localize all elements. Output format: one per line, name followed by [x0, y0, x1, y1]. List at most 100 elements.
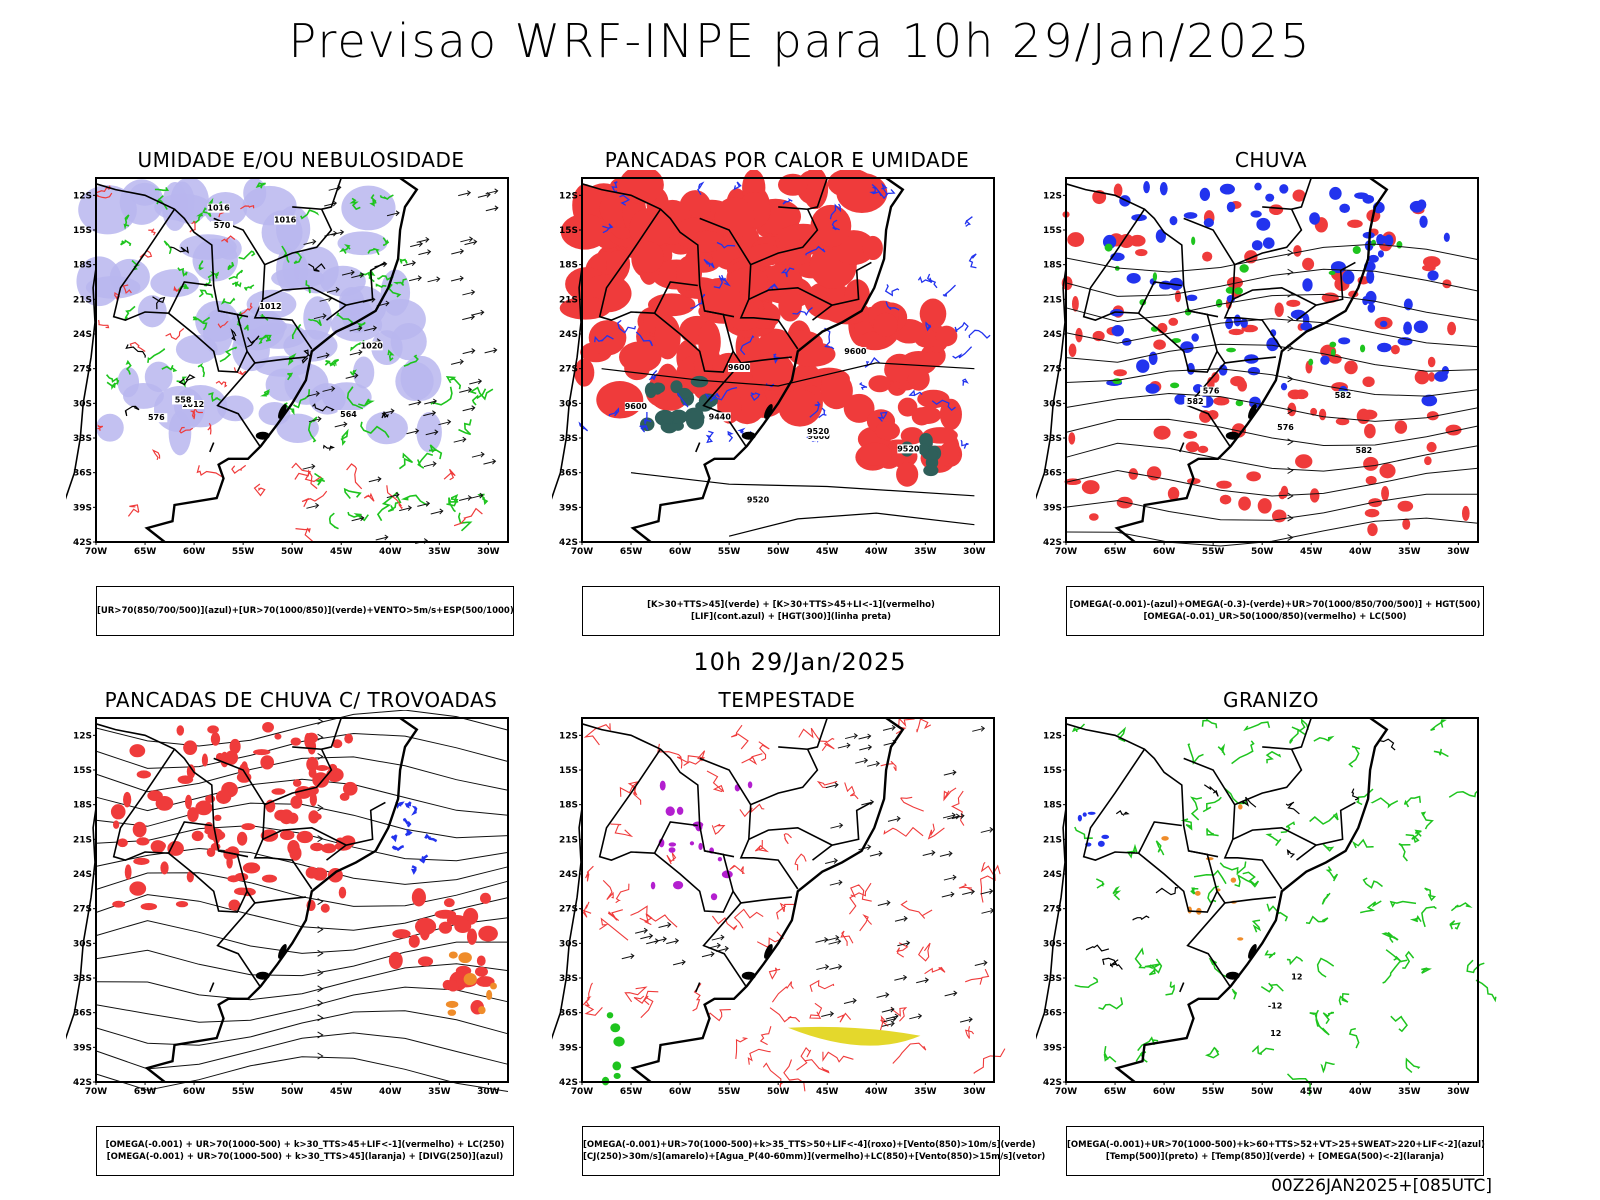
contour-line — [165, 327, 185, 341]
contour-line — [747, 1048, 771, 1065]
wind-vector — [313, 315, 327, 320]
field-blob — [1152, 272, 1158, 282]
field-blob — [1256, 217, 1271, 231]
field-blob — [907, 367, 930, 391]
field-blob — [309, 792, 317, 807]
wind-vector-head — [447, 419, 452, 426]
contour-line — [305, 280, 311, 294]
lagoa-mirim — [255, 971, 270, 980]
contour-line — [1356, 788, 1374, 806]
contour-line — [179, 426, 194, 434]
wind-vector — [881, 1022, 895, 1027]
political-border — [1188, 310, 1219, 318]
wind-vector — [821, 1013, 834, 1018]
field-blob — [1111, 324, 1124, 337]
contour-line — [468, 386, 494, 401]
field-blob — [698, 842, 703, 851]
wind-vector-head — [906, 940, 911, 947]
contour-line — [301, 490, 328, 508]
political-border — [654, 852, 734, 913]
contour-line — [1231, 988, 1238, 1000]
contour-line — [1280, 821, 1296, 834]
contour-line — [404, 801, 412, 809]
contour-line — [1148, 958, 1163, 976]
field-blob — [1068, 432, 1076, 445]
contour-line — [602, 223, 614, 234]
lon-label: 30W — [477, 1087, 500, 1097]
map-frame — [1065, 177, 1479, 543]
lat-label: 12S — [559, 191, 578, 201]
wind-vector-head — [312, 239, 317, 245]
contour-label: 12 — [1291, 973, 1302, 982]
contour-line — [1322, 843, 1335, 852]
field-blob — [1443, 232, 1450, 242]
contour-line — [1322, 1011, 1335, 1025]
field-blob — [721, 870, 733, 879]
field-blob — [1135, 249, 1148, 257]
contour-line — [192, 212, 203, 224]
contour-line — [1390, 1015, 1408, 1033]
field-blob — [1292, 189, 1306, 202]
panel-pancadas-trovoadas: PANCADAS DE CHUVA C/ TROVOADAS 12S 15S 18S… — [66, 688, 536, 1176]
field-blob — [133, 857, 150, 865]
field-blob — [1310, 407, 1318, 416]
wind-vector — [307, 392, 320, 397]
field-blob — [1191, 333, 1199, 342]
contour-line — [1102, 957, 1123, 970]
contour-line — [240, 205, 255, 210]
lat-label: 36S — [1043, 1009, 1062, 1019]
wind-vector-head — [473, 239, 478, 245]
contour-line — [1265, 750, 1282, 764]
wind-vector — [460, 238, 473, 243]
contour-line — [633, 990, 659, 1004]
contour-line — [428, 444, 443, 460]
political-border — [739, 838, 799, 890]
contour-line — [931, 399, 956, 411]
contour-line — [965, 968, 990, 985]
wind-vector — [922, 851, 935, 856]
political-border — [1223, 838, 1283, 890]
contour-line — [1286, 1073, 1311, 1096]
lon-label: 70W — [85, 547, 108, 557]
contour-line — [238, 250, 256, 260]
wind-vector-head — [315, 390, 320, 397]
wind-vector — [858, 846, 871, 851]
contour-line — [690, 293, 706, 310]
streamline — [95, 1010, 509, 1046]
wind-vector-head — [829, 1011, 835, 1017]
field-blob — [1308, 358, 1314, 366]
wind-vector-head — [885, 992, 890, 998]
field-blob — [1113, 369, 1127, 377]
field-blob — [1097, 840, 1105, 847]
wind-vector — [980, 890, 993, 895]
field-blob — [388, 951, 403, 970]
wind-vector-head — [358, 325, 363, 332]
lat-label: 21S — [1043, 835, 1062, 845]
contour-line — [578, 421, 589, 432]
contour-line — [782, 197, 793, 205]
wind-vector-head — [894, 1013, 899, 1020]
wind-vector-head — [343, 421, 348, 428]
wind-vector — [408, 401, 421, 406]
wind-vector — [345, 374, 358, 379]
lon-label: 30W — [963, 1087, 986, 1097]
lon-label: 35W — [1398, 547, 1421, 557]
map-frame — [95, 177, 509, 543]
contour-line — [400, 494, 428, 506]
contour-line — [635, 331, 654, 347]
field-blob — [1344, 360, 1358, 375]
wind-vector — [887, 817, 901, 822]
contour-line — [398, 452, 414, 470]
lon-label: 35W — [428, 1087, 451, 1097]
wind-vector — [308, 418, 322, 423]
field-blob — [261, 874, 278, 883]
wind-vector — [909, 1015, 922, 1020]
contour-line — [837, 1012, 852, 1023]
